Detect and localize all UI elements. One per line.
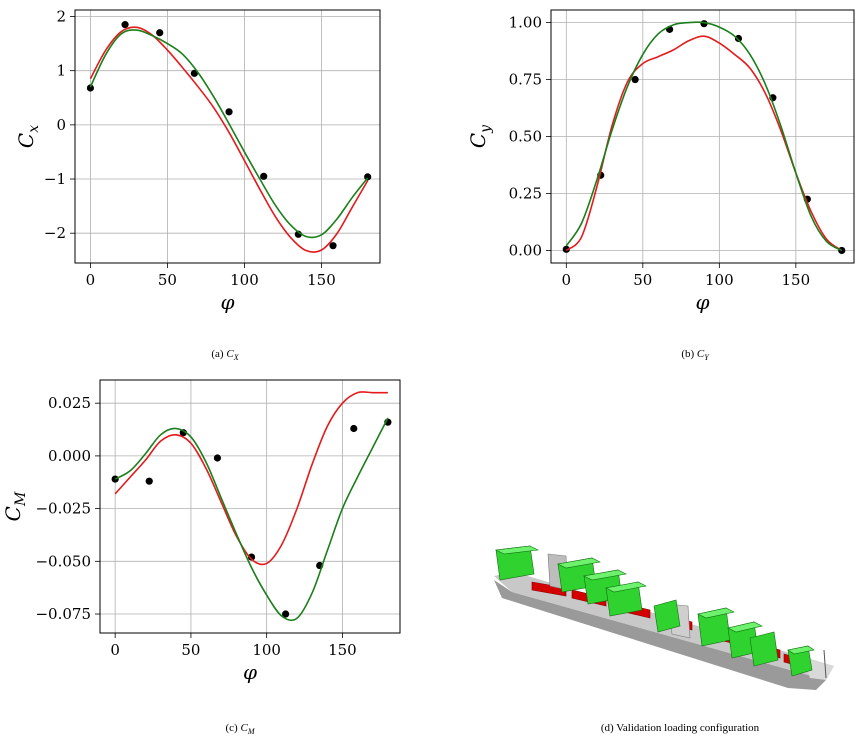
x-tick-label: 150 bbox=[328, 641, 357, 659]
y-tick-label: 0.000 bbox=[48, 447, 91, 465]
ship-bow bbox=[804, 658, 834, 680]
x-tick-label: 0 bbox=[110, 641, 120, 659]
green-series-line bbox=[565, 21, 843, 252]
chart-cm: 0 50 100 150 −0.075 −0.050 −0.025 0.000 0.025 φ CM bbox=[1, 379, 401, 684]
data-point bbox=[364, 173, 372, 181]
caption-c-sub: M bbox=[247, 727, 255, 737]
x-tick-label: 50 bbox=[181, 641, 200, 659]
x-tick-label: 0 bbox=[86, 271, 96, 289]
green-containers bbox=[494, 545, 815, 677]
data-point bbox=[282, 610, 290, 618]
data-point bbox=[350, 424, 358, 433]
plot-frame bbox=[99, 379, 401, 634]
x-tick-label: 50 bbox=[158, 271, 177, 289]
y-tick-label: 0.025 bbox=[48, 394, 91, 412]
y-tick-label: 1.00 bbox=[509, 14, 542, 32]
y-axis-label: CM bbox=[1, 491, 29, 521]
x-tick-label: 150 bbox=[307, 271, 336, 289]
y-tick-label: −0.050 bbox=[35, 552, 91, 570]
data-point bbox=[225, 108, 233, 116]
chart-cx: 0 50 100 150 −2 −1 0 1 2 φ Cx bbox=[14, 8, 381, 314]
caption-b-symbol: C bbox=[696, 348, 705, 360]
y-tick-label: −1 bbox=[44, 170, 66, 188]
x-tick-label: 100 bbox=[705, 271, 734, 289]
caption-a-prefix: (a) bbox=[211, 348, 227, 360]
y-tick-label: 0 bbox=[56, 116, 66, 134]
caption-c-symbol: C bbox=[240, 722, 248, 734]
y-tick-label: 0.25 bbox=[509, 184, 542, 202]
data-point bbox=[213, 454, 222, 462]
data-point bbox=[156, 29, 164, 37]
data-point bbox=[329, 242, 337, 250]
x-axis-label: φ bbox=[695, 290, 709, 314]
green-series-line bbox=[114, 417, 389, 622]
plot-frame bbox=[74, 9, 381, 264]
plot-frame bbox=[550, 9, 855, 264]
y-tick-label: 0.50 bbox=[509, 128, 542, 146]
y-tick-label: 1 bbox=[56, 62, 66, 80]
data-point bbox=[111, 475, 119, 483]
ship-mast bbox=[823, 649, 827, 679]
data-point bbox=[260, 172, 268, 180]
y-axis-label: Cy bbox=[466, 124, 494, 148]
red-series-line bbox=[114, 391, 388, 566]
red-series-line bbox=[89, 26, 369, 253]
data-point bbox=[631, 75, 639, 84]
data-point bbox=[247, 553, 256, 561]
data-point bbox=[734, 34, 743, 43]
grid bbox=[100, 380, 400, 633]
y-tick-label: −0.075 bbox=[35, 605, 91, 623]
y-tick-label: −0.025 bbox=[35, 500, 91, 518]
ship-loading-illustration bbox=[494, 545, 834, 690]
caption-b-sub: Y bbox=[704, 353, 709, 363]
y-tick-label: 0.75 bbox=[509, 71, 542, 89]
x-axis-label: φ bbox=[243, 660, 257, 684]
data-point bbox=[86, 84, 95, 92]
x-axis-label: φ bbox=[220, 290, 234, 314]
x-tick-label: 100 bbox=[230, 271, 259, 289]
y-axis-label: Cx bbox=[14, 125, 42, 148]
data-point bbox=[190, 69, 198, 77]
data-point bbox=[562, 245, 570, 253]
y-tick-label: 2 bbox=[56, 8, 66, 26]
x-tick-label: 0 bbox=[562, 271, 572, 289]
chart-cy: 0 50 100 150 0.00 0.25 0.50 0.75 1.00 φ Cy bbox=[466, 9, 855, 314]
x-tick-label: 150 bbox=[782, 271, 811, 289]
caption-c: (c) CM bbox=[200, 722, 280, 736]
x-tick-label: 50 bbox=[633, 271, 652, 289]
caption-b-prefix: (b) bbox=[681, 348, 697, 360]
ship-hull-side bbox=[494, 580, 826, 690]
green-series-line bbox=[89, 29, 369, 239]
grid bbox=[75, 10, 380, 263]
caption-a-sub: X bbox=[233, 353, 239, 363]
caption-a-symbol: C bbox=[226, 348, 234, 360]
x-tick-label: 100 bbox=[252, 641, 281, 659]
caption-a: (a) CX bbox=[185, 348, 265, 362]
grid bbox=[551, 10, 854, 263]
caption-c-prefix: (c) bbox=[225, 722, 241, 734]
y-tick-label: 0.00 bbox=[509, 241, 542, 259]
caption-d: (d) Validation loading configuration bbox=[600, 722, 760, 734]
data-point bbox=[121, 21, 129, 29]
data-point bbox=[145, 477, 153, 485]
caption-b: (b) CY bbox=[655, 348, 735, 362]
y-tick-label: −2 bbox=[44, 224, 66, 242]
